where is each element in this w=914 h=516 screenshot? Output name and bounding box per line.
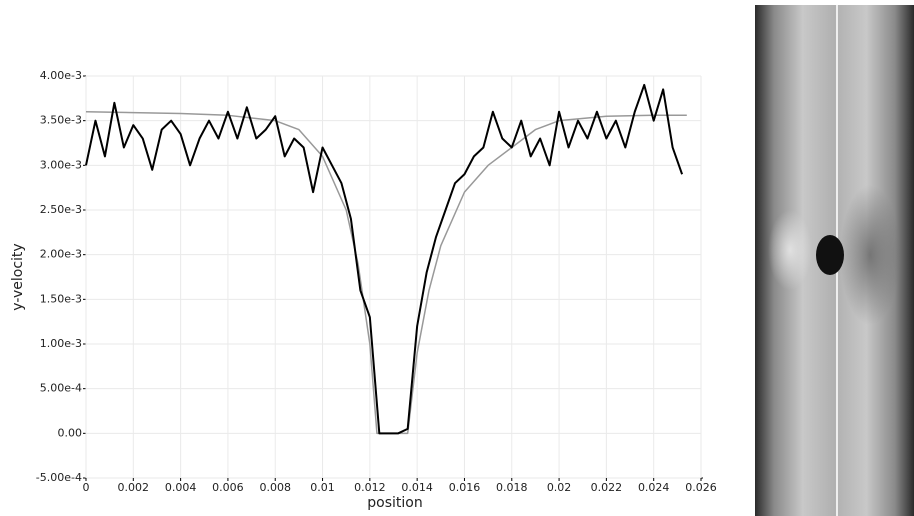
data-line [85, 83, 684, 435]
x-tick-label: 0.02 [547, 481, 572, 494]
x-axis-title: position [367, 495, 422, 511]
y-tick-label: 2.50e-3 [40, 203, 82, 216]
y-tick-label: 1.50e-3 [40, 292, 82, 305]
x-tick-label: 0.014 [401, 481, 433, 494]
x-tick-label: 0.012 [354, 481, 386, 494]
data-line [85, 110, 687, 435]
x-tick-label: 0.008 [259, 481, 291, 494]
x-tick-label: 0.006 [212, 481, 244, 494]
y-tick-label: 3.50e-3 [40, 114, 82, 127]
x-tick-label: 0.002 [118, 481, 150, 494]
y-tick-label: 0.00 [58, 426, 83, 439]
flow-image [755, 5, 914, 516]
x-tick-label: 0.022 [591, 481, 623, 494]
x-tick-label: 0 [83, 481, 90, 494]
y-tick-label: 2.00e-3 [40, 248, 82, 261]
x-tick-label: 0.016 [449, 481, 481, 494]
y-tick-label: 3.00e-3 [40, 158, 82, 171]
x-tick-label: 0.026 [685, 481, 717, 494]
y-tick-label: 1.00e-3 [40, 337, 82, 350]
x-tick-label: 0.024 [638, 481, 670, 494]
x-tick-label: 0.004 [165, 481, 197, 494]
x-tick-label: 0.018 [496, 481, 528, 494]
y-axis-title: y-velocity [10, 243, 26, 310]
y-tick-label: 4.00e-3 [40, 69, 82, 82]
x-tick-label: 0.01 [310, 481, 335, 494]
y-tick-label: 5.00e-4 [40, 382, 82, 395]
y-tick-label: -5.00e-4 [36, 471, 82, 484]
